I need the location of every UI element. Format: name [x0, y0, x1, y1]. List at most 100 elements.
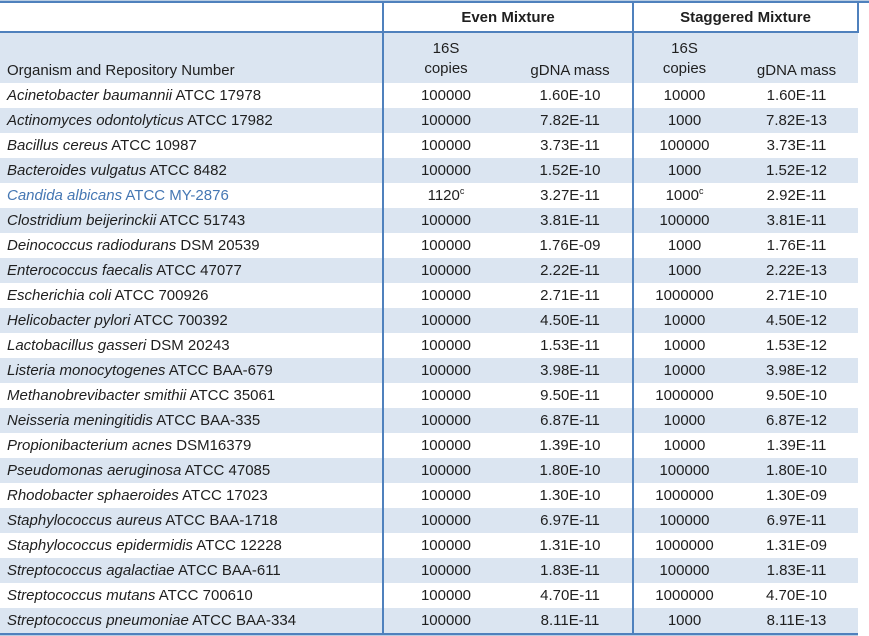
stag-16s-copies-cell-value: 1000000 — [655, 587, 714, 604]
table-top-rule — [0, 1, 869, 3]
even-16s-copies-cell-value: 100000 — [420, 212, 472, 229]
stag-gdna-mass-cell-value: 2.22E-13 — [766, 262, 827, 279]
even-gdna-mass-cell: 1.76E-09 — [508, 233, 633, 258]
even-16s-copies-cell: 100000 — [382, 108, 508, 133]
organism-cell: Acinetobacter baumannii ATCC 17978 — [0, 83, 383, 108]
organism-name: Escherichia coli — [7, 287, 112, 304]
organism-cell: Deinococcus radiodurans DSM 20539 — [0, 233, 383, 258]
even-gdna-mass-cell-value: 3.98E-11 — [540, 362, 600, 379]
table-row: Rhodobacter sphaeroides ATCC 17023 100000… — [0, 483, 858, 508]
organism-cell: Staphylococcus aureus ATCC BAA-1718 — [0, 508, 383, 533]
even-16s-copies-cell: 100000 — [382, 558, 508, 583]
repository-number: ATCC 47077 — [152, 262, 242, 279]
organism-name: Streptococcus agalactiae — [7, 562, 175, 579]
stag-16s-copies-cell: 100000 — [632, 133, 735, 158]
repository-number: ATCC 47085 — [181, 462, 271, 479]
organism-name: Candida albicans — [7, 187, 123, 204]
stag-gdna-mass-cell: 4.70E-10 — [735, 583, 858, 608]
even-gdna-mass-cell-value: 1.53E-11 — [540, 337, 600, 354]
stag-gdna-mass-cell: 2.92E-11 — [735, 183, 858, 208]
repository-number: ATCC 700926 — [111, 287, 209, 304]
even-gdna-mass-cell: 6.87E-11 — [508, 408, 633, 433]
table-row: Staphylococcus epidermidis ATCC 12228 100… — [0, 533, 858, 558]
table-body: Acinetobacter baumannii ATCC 17978 100000… — [0, 83, 858, 633]
stag-16s-copies-cell: 10000 — [632, 408, 735, 433]
even-16s-label: 16S — [432, 40, 460, 57]
stag-gdna-mass-cell-value: 6.87E-12 — [766, 412, 827, 429]
table-row: Clostridium beijerinckii ATCC 51743 10000… — [0, 208, 858, 233]
organism-cell: Bacillus cereus ATCC 10987 — [0, 133, 383, 158]
even-16s-copies-cell-value: 100000 — [420, 537, 472, 554]
stag-16s-copies-cell-value: 1000000 — [655, 487, 714, 504]
even-16s-copies-cell-value: 100000 — [420, 287, 472, 304]
stag-16s-copies-cell: 1000000 — [632, 483, 735, 508]
even-gdna-mass-cell-value: 1.31E-10 — [539, 537, 601, 554]
table-row: Streptococcus pneumoniae ATCC BAA-334 100… — [0, 608, 858, 633]
stag-gdna-mass-cell-value: 1.31E-09 — [766, 537, 827, 554]
table-row: Helicobacter pylori ATCC 700392 100000 4.5… — [0, 308, 858, 333]
stag-16s-copies-cell: 100000 — [632, 558, 735, 583]
even-gdna-mass-cell-value: 3.27E-11 — [540, 187, 600, 204]
organism-name: Enterococcus faecalis — [7, 262, 153, 279]
mixture-composition-table: Even Mixture Staggered Mixture Organism … — [0, 3, 859, 633]
even-gdna-mass-cell: 1.30E-10 — [508, 483, 633, 508]
even-gdna-mass-cell: 1.80E-10 — [508, 458, 633, 483]
repository-number: ATCC 700610 — [155, 587, 253, 604]
even-16s-copies-cell: 100000 — [382, 358, 508, 383]
stag-gdna-mass-cell: 7.82E-13 — [735, 108, 858, 133]
even-16s-copies-cell-value: 100000 — [420, 112, 472, 129]
organism-cell: Staphylococcus epidermidis ATCC 12228 — [0, 533, 383, 558]
stag-gdna-mass-cell-value: 2.71E-10 — [766, 287, 827, 304]
stag-gdna-mass-cell-value: 3.81E-11 — [766, 212, 827, 229]
even-gdna-mass-cell: 1.39E-10 — [508, 433, 633, 458]
stag-16s-copies-cell: 1000 — [632, 258, 735, 283]
stag-gdna-mass-cell-value: 7.82E-13 — [766, 112, 827, 129]
even-16s-copies-cell: 100000 — [382, 308, 508, 333]
repository-number: ATCC 10987 — [107, 137, 197, 154]
even-16s-copies-cell: 100000 — [382, 133, 508, 158]
table-row: Streptococcus mutans ATCC 700610 100000 4.… — [0, 583, 858, 608]
even-gdna-header: gDNA mass — [508, 32, 633, 83]
stag-16s-copies-cell-value: 1000000 — [655, 287, 714, 304]
even-gdna-mass-cell: 1.83E-11 — [508, 558, 633, 583]
stag-gdna-mass-cell: 1.83E-11 — [735, 558, 858, 583]
repository-number: DSM 20243 — [146, 337, 230, 354]
stag-16s-copies-cell-value: 10000 — [663, 437, 706, 454]
even-gdna-mass-cell: 3.98E-11 — [508, 358, 633, 383]
stag-gdna-mass-cell-value: 4.70E-10 — [766, 587, 827, 604]
footnote-marker: c — [698, 186, 704, 196]
group-header-row: Even Mixture Staggered Mixture — [0, 3, 859, 33]
stag-16s-copies-cell: 1000000 — [632, 533, 735, 558]
even-16s-copies-cell: 100000 — [382, 233, 508, 258]
even-16s-copies-cell: 100000 — [382, 333, 508, 358]
table-row: Escherichia coli ATCC 700926 100000 2.71E-… — [0, 283, 858, 308]
table-row: Deinococcus radiodurans DSM 20539 100000 1… — [0, 233, 858, 258]
stag-gdna-mass-cell-value: 1.60E-11 — [766, 87, 827, 104]
stag-16s-copies-cell: 1000000 — [632, 383, 735, 408]
even-gdna-mass-cell-value: 8.11E-11 — [540, 612, 600, 629]
organism-name: Streptococcus mutans — [7, 587, 156, 604]
even-16s-copies-cell-value: 1120 — [427, 187, 460, 204]
stag-16s-copies-cell: 1000 — [632, 608, 735, 633]
even-16s-copies-cell: 1120c — [382, 183, 508, 208]
repository-number: ATCC 35061 — [186, 387, 276, 404]
repository-number: ATCC BAA-679 — [165, 362, 273, 379]
stag-copies-header: 16S copies — [632, 32, 735, 83]
group-header-even: Even Mixture — [382, 3, 633, 33]
stag-16s-copies-cell: 1000c — [632, 183, 735, 208]
even-gdna-mass-cell: 1.52E-10 — [508, 158, 633, 183]
table-row: Bacteroides vulgatus ATCC 8482 100000 1.52… — [0, 158, 858, 183]
repository-number: ATCC 8482 — [146, 162, 227, 179]
even-gdna-mass-cell: 3.73E-11 — [508, 133, 633, 158]
even-16s-copies-cell: 100000 — [382, 533, 508, 558]
even-gdna-mass-cell: 1.60E-10 — [508, 83, 633, 108]
even-16s-copies-cell-value: 100000 — [420, 137, 472, 154]
organism-cell: Listeria monocytogenes ATCC BAA-679 — [0, 358, 383, 383]
table-row: Lactobacillus gasseri DSM 20243 100000 1.5… — [0, 333, 858, 358]
stag-gdna-mass-cell: 3.98E-12 — [735, 358, 858, 383]
even-gdna-mass-cell: 7.82E-11 — [508, 108, 633, 133]
even-gdna-mass-cell-value: 1.52E-10 — [539, 162, 601, 179]
even-16s-copies-cell-value: 100000 — [420, 237, 472, 254]
stag-gdna-mass-cell: 1.60E-11 — [735, 83, 858, 108]
even-16s-copies-cell: 100000 — [382, 483, 508, 508]
